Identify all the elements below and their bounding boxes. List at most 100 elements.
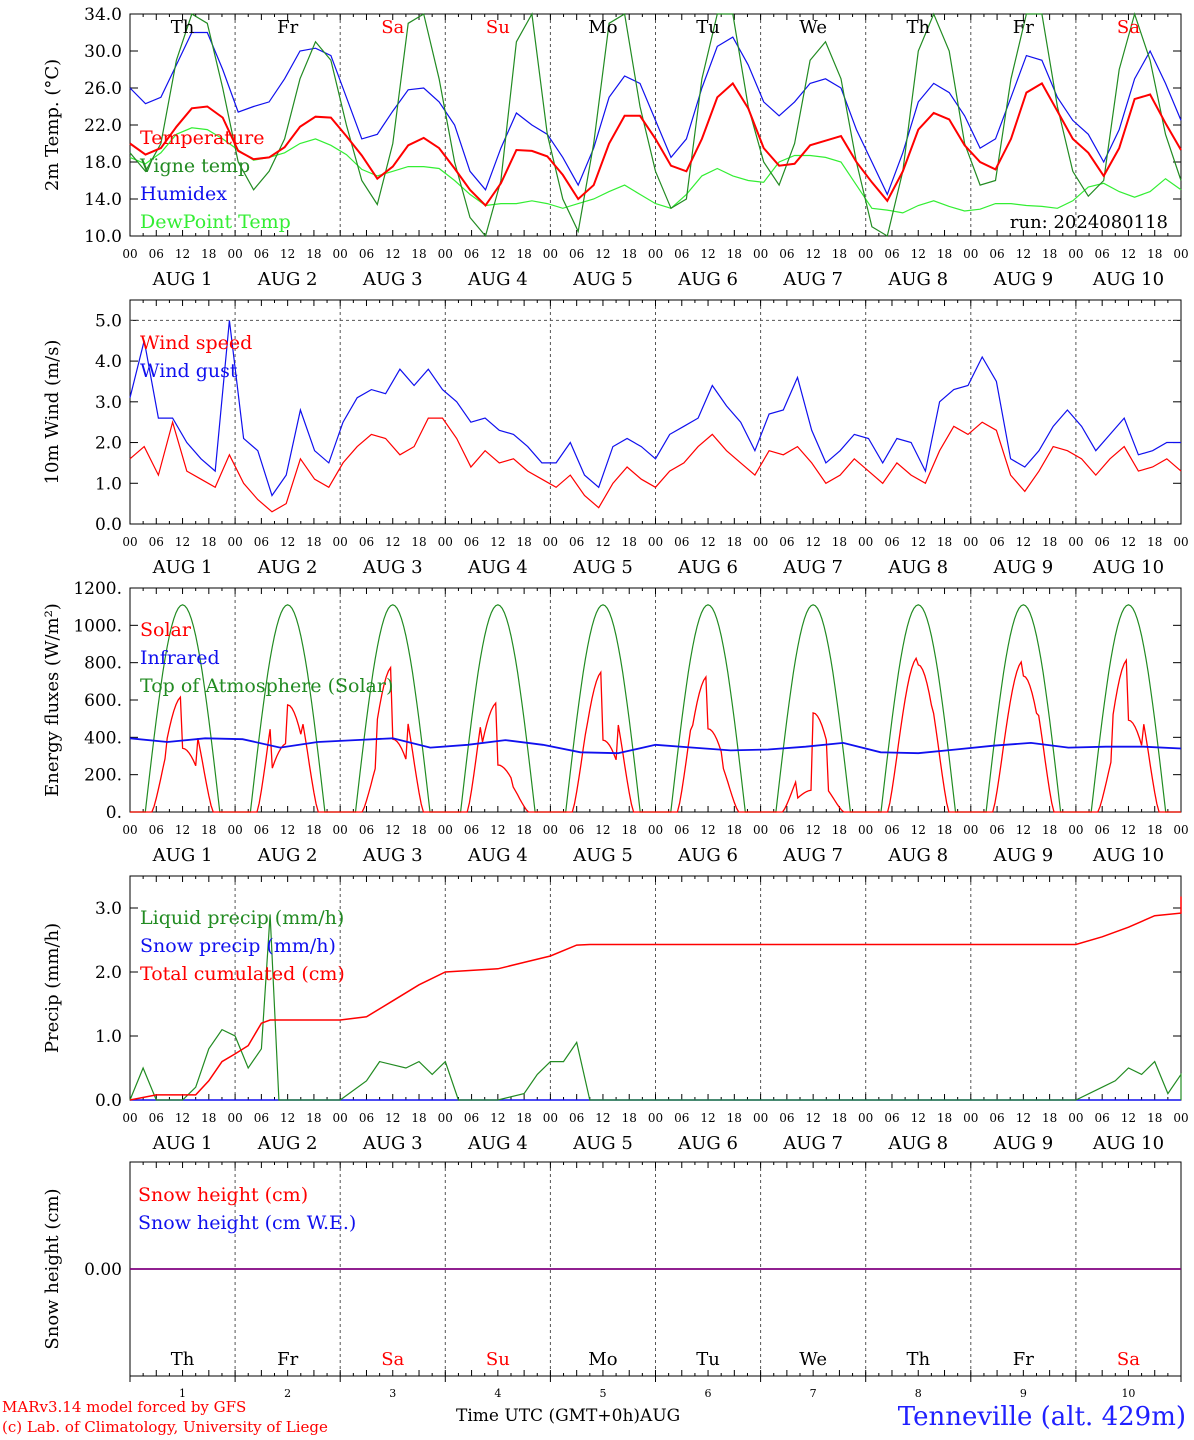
temp-date-label: AUG 3	[362, 269, 423, 290]
precip-hour-label: 00	[122, 1111, 137, 1125]
temp-day-name: Sa	[381, 17, 404, 38]
energy-hour-label-end: 00	[1173, 823, 1188, 837]
temp-date-label: AUG 4	[467, 269, 528, 290]
energy-frame	[129, 587, 1182, 813]
energy-hour-label: 06	[779, 823, 794, 837]
precip-date-label: AUG 10	[1092, 1133, 1164, 1154]
temp-hour-label: 12	[700, 247, 715, 261]
temp-hour-label: 12	[385, 247, 400, 261]
precip-hour-label: 18	[832, 1111, 847, 1125]
precip-hour-label: 18	[937, 1111, 952, 1125]
wind-date-label: AUG 6	[677, 557, 738, 578]
precip-hour-label: 18	[201, 1111, 216, 1125]
energy-date-label: AUG 5	[572, 845, 633, 866]
temp-hour-label: 00	[858, 247, 873, 261]
temp-series-vigne-temp	[129, 11, 1182, 238]
temp-hour-label: 12	[595, 247, 610, 261]
wind-legend-0: Wind speed	[140, 332, 252, 354]
wind-hour-label: 00	[333, 535, 348, 549]
wind-hour-label: 18	[516, 535, 531, 549]
temp-hour-label: 18	[201, 247, 216, 261]
temp-date-label: AUG 5	[572, 269, 633, 290]
energy-ytick-label: 0.	[106, 803, 122, 823]
energy-hour-label: 18	[1147, 823, 1162, 837]
precip-hour-label: 00	[438, 1111, 453, 1125]
snow-day-number: 10	[1121, 1387, 1135, 1400]
temp-hour-label: 06	[254, 247, 269, 261]
temp-hour-label: 18	[832, 247, 847, 261]
wind-hour-label: 00	[858, 535, 873, 549]
precip-hour-label: 12	[1016, 1111, 1031, 1125]
wind-hour-label: 18	[622, 535, 637, 549]
precip-hour-label: 12	[595, 1111, 610, 1125]
wind-date-label: AUG 8	[887, 557, 948, 578]
precip-date-label: AUG 8	[887, 1133, 948, 1154]
snow-day-name: Tu	[696, 1349, 720, 1370]
wind-hour-label: 06	[779, 535, 794, 549]
precip-series-liquid	[129, 914, 1182, 1101]
wind-hour-label: 12	[280, 535, 295, 549]
temp-hour-label: 12	[1016, 247, 1031, 261]
snow-day-number: 8	[915, 1387, 922, 1400]
energy-date-label: AUG 1	[152, 845, 213, 866]
energy-hour-label: 00	[438, 823, 453, 837]
precip-hour-label: 18	[516, 1111, 531, 1125]
snow-day-number: 1	[179, 1387, 186, 1400]
wind-hour-label: 06	[464, 535, 479, 549]
temp-legend-0: Temperature	[140, 127, 264, 149]
energy-hour-label: 00	[858, 823, 873, 837]
precip-hour-label-end: 00	[1173, 1111, 1188, 1125]
precip-hour-label: 12	[806, 1111, 821, 1125]
precip-hour-label: 12	[700, 1111, 715, 1125]
precip-legend-2: Total cumulated (cm)	[140, 963, 345, 985]
precip-hour-label: 06	[884, 1111, 899, 1125]
wind-hour-label: 18	[1042, 535, 1057, 549]
wind-legend-1: Wind gust	[140, 360, 238, 382]
wind-date-label: AUG 2	[257, 557, 318, 578]
precip-date-label: AUG 2	[257, 1133, 318, 1154]
wind-hour-label: 12	[385, 535, 400, 549]
precip-hour-label: 06	[254, 1111, 269, 1125]
temp-date-label: AUG 9	[992, 269, 1053, 290]
wind-ylabel: 10m Wind (m/s)	[42, 340, 63, 485]
energy-hour-label: 12	[490, 823, 505, 837]
temp-ytick-label: 18.0	[84, 153, 122, 173]
wind-hour-label: 12	[911, 535, 926, 549]
wind-hour-label: 18	[937, 535, 952, 549]
wind-hour-label: 00	[1068, 535, 1083, 549]
snow-day-name: Fr	[1013, 1349, 1034, 1370]
temp-day-name: Tu	[696, 17, 720, 38]
wind-hour-label: 12	[700, 535, 715, 549]
temp-hour-label: 00	[543, 247, 558, 261]
temp-hour-label-end: 00	[1173, 247, 1188, 261]
precip-date-label: AUG 6	[677, 1133, 738, 1154]
wind-hour-label: 00	[122, 535, 137, 549]
precip-hour-label: 06	[674, 1111, 689, 1125]
wind-hour-label: 06	[1095, 535, 1110, 549]
precip-legend-0: Liquid precip (mm/h)	[140, 907, 344, 929]
temp-ytick-label: 22.0	[84, 116, 122, 136]
wind-hour-label: 12	[806, 535, 821, 549]
temp-series-dewpoint-temp	[129, 127, 1182, 214]
wind-date-label: AUG 1	[152, 557, 213, 578]
snow-day-number: 5	[599, 1387, 606, 1400]
temp-legend-1: Vigne temp	[139, 155, 250, 177]
wind-series-wind-speed	[129, 417, 1182, 513]
station-title: Tenneville (alt. 429m)	[897, 1402, 1186, 1432]
energy-hour-label: 00	[648, 823, 663, 837]
wind-ytick-label: 2.0	[95, 434, 122, 454]
temp-day-name: Th	[906, 17, 930, 38]
energy-hour-label: 06	[569, 823, 584, 837]
temp-ytick-label: 10.0	[84, 227, 122, 247]
precip-hour-label: 06	[359, 1111, 374, 1125]
temp-day-name: Mo	[588, 17, 617, 38]
precip-hour-label: 00	[753, 1111, 768, 1125]
energy-hour-label: 18	[937, 823, 952, 837]
energy-legend-0: Solar	[140, 619, 192, 641]
temp-hour-label: 00	[227, 247, 242, 261]
wind-hour-label: 12	[175, 535, 190, 549]
snow-day-name: Sa	[381, 1349, 404, 1370]
temp-hour-label: 12	[490, 247, 505, 261]
temp-hour-label: 00	[648, 247, 663, 261]
snow-day-name: Mo	[588, 1349, 617, 1370]
